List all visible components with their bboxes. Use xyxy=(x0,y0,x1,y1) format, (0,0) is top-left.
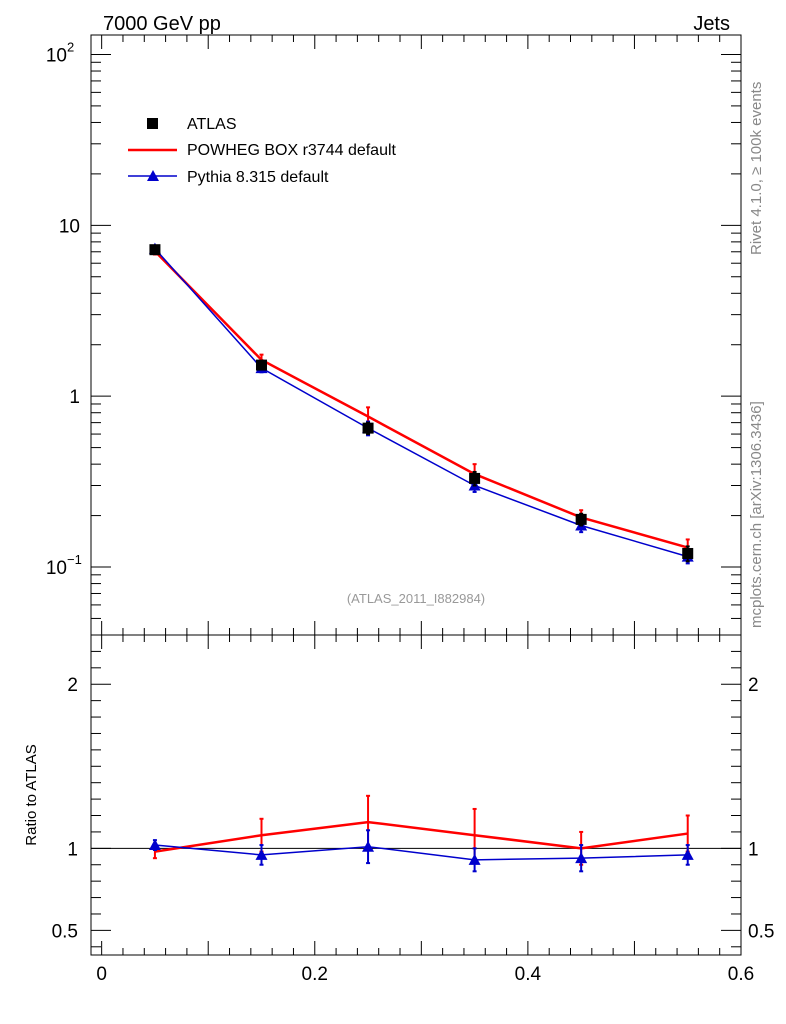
y-tick-exponent: −1 xyxy=(67,552,82,567)
x-tick-label: 0.2 xyxy=(302,964,328,985)
legend-pythia-label: Pythia 8.315 default xyxy=(187,169,329,186)
y-tick-exponent: 2 xyxy=(67,39,74,54)
series-line-1 xyxy=(154,250,689,549)
series-line-2 xyxy=(154,248,688,558)
ratio-y-tick-label-right: 0.5 xyxy=(748,921,774,942)
legend-pythia-marker xyxy=(147,170,159,181)
y-tick-label: 10 xyxy=(59,216,80,237)
ratio-frame xyxy=(90,634,742,956)
analysis-tag: (ATLAS_2011_I882984) xyxy=(347,591,485,606)
rivet-label: Rivet 4.1.0, ≥ 100k events xyxy=(748,82,765,255)
header-right: Jets xyxy=(693,13,730,35)
x-tick-label: 0.4 xyxy=(515,964,542,985)
data-point xyxy=(148,839,161,851)
ratio-y-tick-label-right: 1 xyxy=(748,839,759,860)
ratio-y-tick-label-left: 2 xyxy=(67,675,78,696)
header-left: 7000 GeV pp xyxy=(103,13,221,35)
legend-atlas-label: ATLAS xyxy=(187,116,237,133)
y-tick-label: 10 xyxy=(46,45,67,66)
data-point xyxy=(362,840,375,852)
data-point xyxy=(255,848,268,860)
legend: ATLAS POWHEG BOX r3744 default Pythia 8.… xyxy=(128,116,397,186)
data-point xyxy=(575,852,588,864)
series-line-0 xyxy=(154,820,688,853)
ratio-y-tick-label-right: 2 xyxy=(748,675,759,696)
data-point xyxy=(575,513,587,525)
data-point xyxy=(149,244,161,256)
legend-powheg-label: POWHEG BOX r3744 default xyxy=(187,142,397,159)
x-tick-label: 0.6 xyxy=(728,964,754,985)
ratio-y-tick-label-left: 0.5 xyxy=(52,921,78,942)
data-point xyxy=(469,472,481,484)
data-point xyxy=(468,853,481,865)
data-point xyxy=(682,547,694,559)
ratio-ylabel: Ratio to ATLAS xyxy=(23,744,40,845)
ratio-panel: 0 0.2 0.4 0.6 0.5 0.5 1 1 2 2 xyxy=(52,634,774,985)
legend-atlas-marker xyxy=(147,118,158,129)
ratio-y-tick-label-left: 1 xyxy=(67,839,78,860)
data-point xyxy=(681,848,694,860)
mcplots-label: mcplots.cern.ch [arXiv:1306.3436] xyxy=(748,401,765,628)
x-tick-label: 0 xyxy=(96,964,107,985)
y-tick-label: 1 xyxy=(69,387,80,408)
data-point xyxy=(362,422,374,434)
data-point xyxy=(255,359,267,371)
y-tick-label: 10 xyxy=(46,558,67,579)
series-line-1 xyxy=(154,844,688,861)
